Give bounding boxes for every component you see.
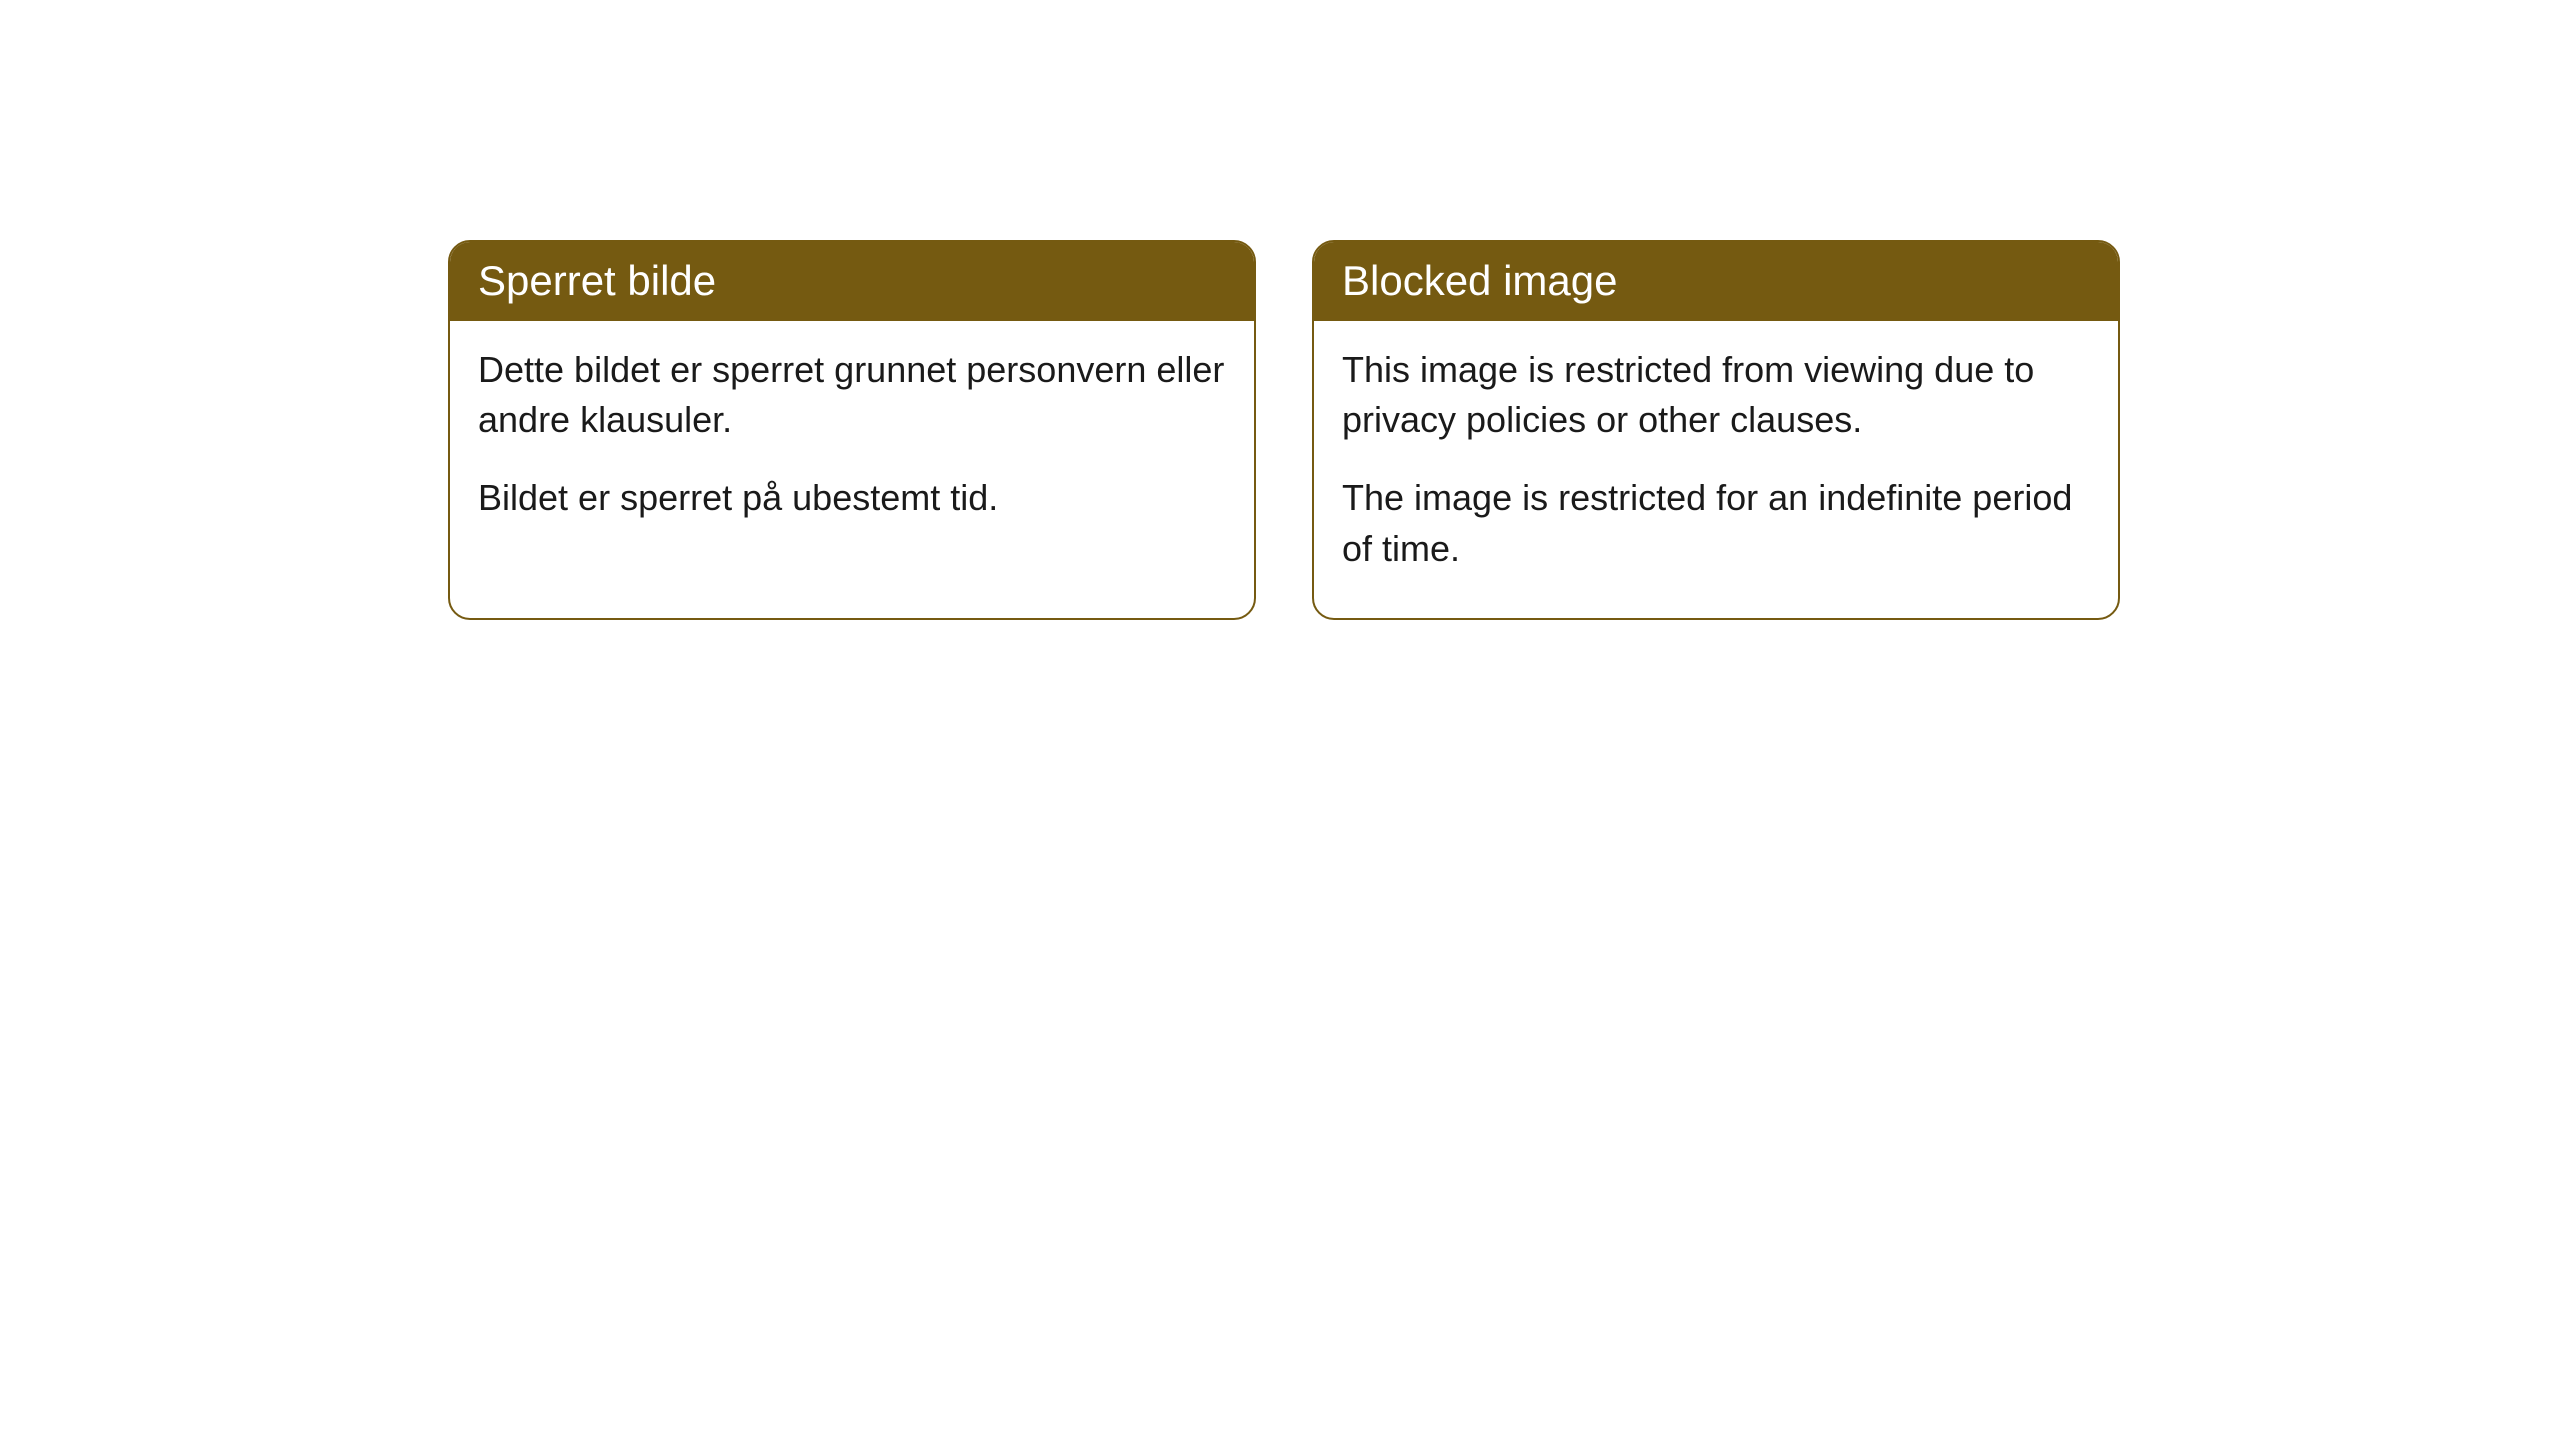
card-header: Blocked image (1314, 242, 2118, 321)
card-paragraph: Bildet er sperret på ubestemt tid. (478, 473, 1226, 523)
card-header: Sperret bilde (450, 242, 1254, 321)
card-body: Dette bildet er sperret grunnet personve… (450, 321, 1254, 568)
card-body: This image is restricted from viewing du… (1314, 321, 2118, 619)
notice-card-norwegian: Sperret bilde Dette bildet er sperret gr… (448, 240, 1256, 620)
notice-container: Sperret bilde Dette bildet er sperret gr… (0, 0, 2560, 620)
card-paragraph: The image is restricted for an indefinit… (1342, 473, 2090, 574)
card-title: Sperret bilde (478, 257, 716, 304)
card-paragraph: Dette bildet er sperret grunnet personve… (478, 345, 1226, 446)
card-title: Blocked image (1342, 257, 1617, 304)
notice-card-english: Blocked image This image is restricted f… (1312, 240, 2120, 620)
card-paragraph: This image is restricted from viewing du… (1342, 345, 2090, 446)
